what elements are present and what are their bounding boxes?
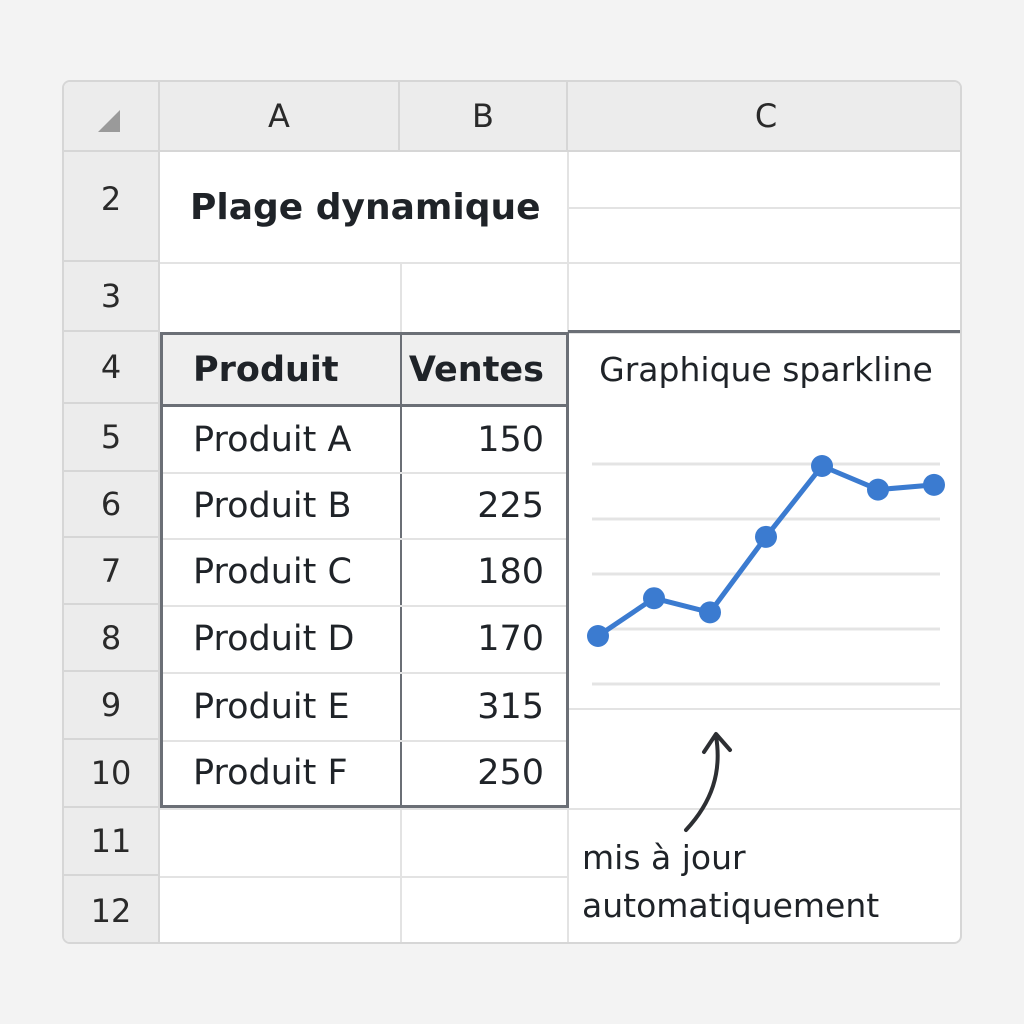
header-produit[interactable]: Produit	[163, 335, 400, 404]
sparkline-point-6[interactable]	[867, 478, 889, 501]
sparkline-point-1[interactable]	[587, 625, 609, 647]
gridline	[160, 876, 568, 878]
column-header-c[interactable]: C	[568, 82, 960, 152]
row-header-9[interactable]: 9	[64, 672, 160, 740]
column-header-b[interactable]: B	[400, 82, 568, 152]
sparkline-point-2[interactable]	[643, 587, 665, 610]
row-header-3[interactable]: 3	[64, 262, 160, 332]
update-annotation: mis à jour automatiquement	[582, 834, 942, 930]
row-divider	[163, 672, 566, 674]
select-all-corner[interactable]	[64, 82, 160, 152]
row-header-10[interactable]: 10	[64, 740, 160, 808]
gridline	[568, 207, 960, 209]
row-header-7[interactable]: 7	[64, 538, 160, 605]
range-title[interactable]: Plage dynamique	[190, 186, 541, 228]
row-header-6[interactable]: 6	[64, 472, 160, 538]
gridline	[400, 262, 402, 332]
sparkline-chart[interactable]	[568, 404, 962, 704]
row-header-4[interactable]: 4	[64, 332, 160, 404]
curved-arrow-icon	[684, 732, 732, 832]
cell-sales[interactable]: 250	[477, 753, 544, 793]
sparkline-point-4[interactable]	[755, 525, 777, 548]
annotation-line-2: automatiquement	[582, 886, 880, 925]
sparkline-point-5[interactable]	[811, 455, 833, 477]
gridline	[160, 808, 960, 810]
row-header-2[interactable]: 2	[64, 152, 160, 262]
cell-sales[interactable]: 315	[477, 686, 544, 727]
select-all-icon	[98, 110, 120, 132]
sparkline-point-7[interactable]	[923, 473, 945, 496]
row-divider	[163, 538, 566, 540]
row-header-8[interactable]: 8	[64, 605, 160, 672]
annotation-line-1: mis à jour	[582, 838, 746, 877]
row-divider	[163, 740, 566, 742]
cell-product[interactable]: Produit A	[193, 419, 352, 460]
cell-sales[interactable]: 180	[477, 552, 544, 592]
cell-sales[interactable]: 170	[477, 619, 544, 659]
row-divider	[163, 472, 566, 474]
cell-product[interactable]: Produit C	[193, 552, 352, 592]
sparkline-point-3[interactable]	[699, 601, 721, 624]
cell-product[interactable]: Produit D	[193, 619, 355, 659]
row-header-12[interactable]: 12	[64, 876, 160, 942]
spreadsheet: A B C 2 3 4 5 6 7 8 9 10 11 12 Plage dyn…	[62, 80, 962, 944]
gridline	[400, 808, 402, 942]
row-divider	[163, 605, 566, 607]
cell-product[interactable]: Produit B	[193, 486, 352, 526]
gridline	[160, 262, 960, 264]
gridline	[568, 708, 960, 710]
header-ventes[interactable]: Ventes	[400, 335, 566, 404]
column-header-a[interactable]: A	[160, 82, 400, 152]
cell-product[interactable]: Produit F	[193, 753, 348, 793]
data-table	[160, 332, 569, 808]
sparkline-title: Graphique sparkline	[599, 349, 933, 389]
row-header-11[interactable]: 11	[64, 808, 160, 876]
header-divider	[163, 404, 566, 407]
cell-sales[interactable]: 225	[477, 486, 544, 526]
cell-sales[interactable]: 150	[477, 419, 544, 460]
row-header-5[interactable]: 5	[64, 404, 160, 472]
sparkline-top-border	[568, 330, 960, 333]
cell-product[interactable]: Produit E	[193, 686, 350, 727]
table-column-divider	[400, 335, 402, 805]
